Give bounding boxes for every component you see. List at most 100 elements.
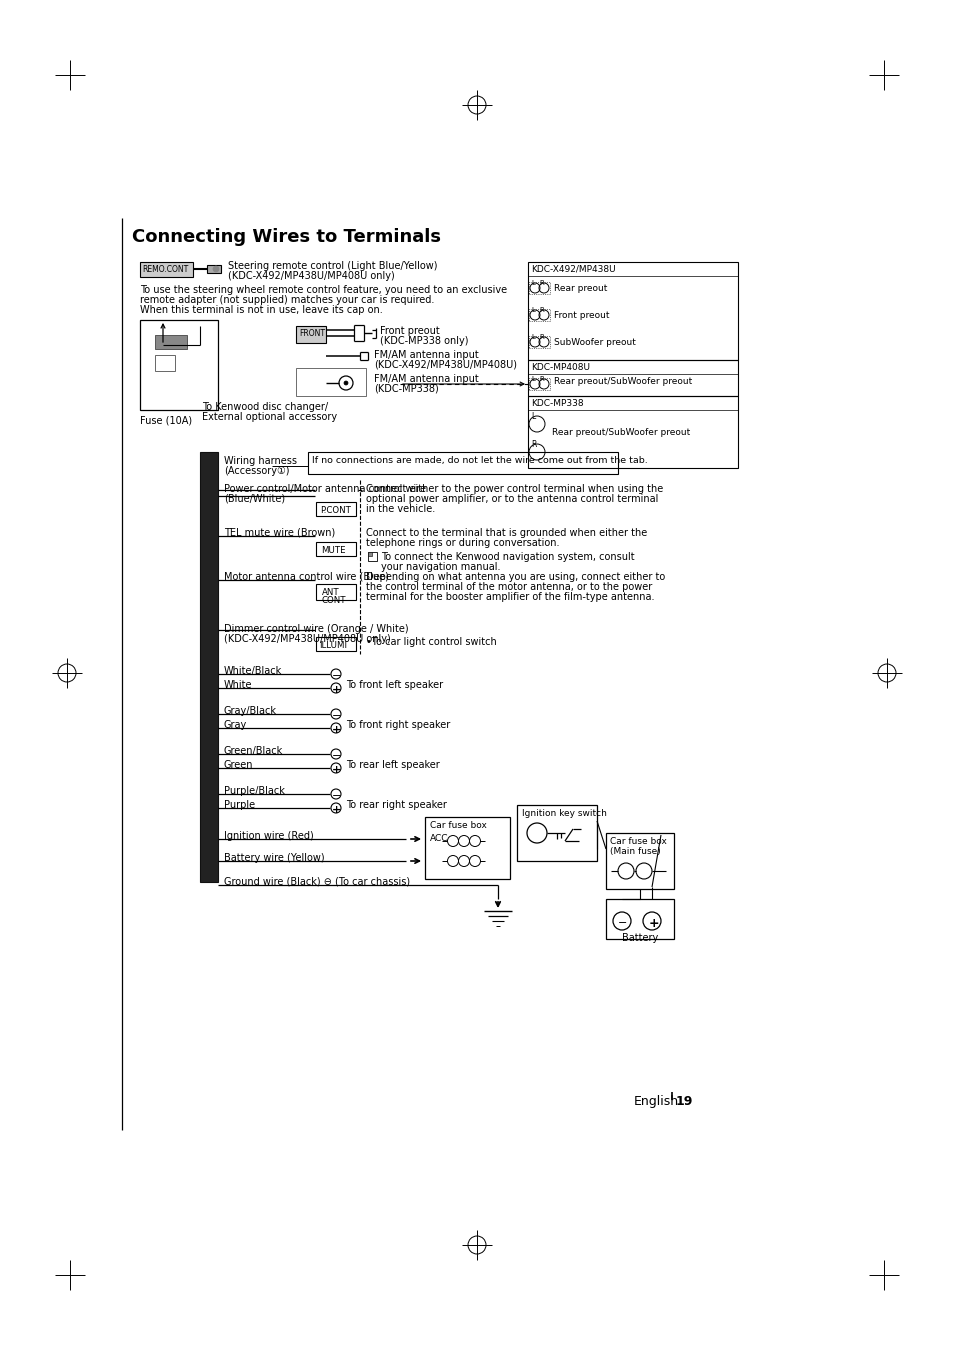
- Text: When this terminal is not in use, leave its cap on.: When this terminal is not in use, leave …: [140, 305, 382, 315]
- Text: R: R: [538, 279, 543, 286]
- Text: Purple/Black: Purple/Black: [224, 786, 285, 796]
- Text: FRONT: FRONT: [298, 329, 325, 338]
- Text: Power control/Motor antenna control wire: Power control/Motor antenna control wire: [224, 485, 426, 494]
- Text: Battery wire (Yellow): Battery wire (Yellow): [224, 853, 324, 863]
- Bar: [368, 552, 376, 562]
- Bar: [529, 309, 550, 321]
- Bar: [315, 541, 355, 556]
- Bar: [527, 360, 738, 396]
- Text: (Blue/White): (Blue/White): [224, 494, 285, 504]
- Text: To connect the Kenwood navigation system, consult: To connect the Kenwood navigation system…: [380, 552, 634, 562]
- Text: Rear preout/SubWoofer preout: Rear preout/SubWoofer preout: [552, 428, 690, 437]
- Text: To rear left speaker: To rear left speaker: [346, 760, 439, 770]
- Text: Car fuse box: Car fuse box: [609, 837, 666, 846]
- Text: White: White: [224, 680, 253, 690]
- Bar: [605, 833, 673, 890]
- Text: +: +: [648, 917, 659, 930]
- Text: FM/AM antenna input: FM/AM antenna input: [374, 350, 478, 360]
- Text: L: L: [531, 412, 535, 421]
- Bar: [517, 805, 597, 861]
- Text: If no connections are made, do not let the wire come out from the tab.: If no connections are made, do not let t…: [312, 456, 647, 464]
- Text: in the vehicle.: in the vehicle.: [366, 504, 435, 514]
- Text: Fuse (10A): Fuse (10A): [140, 416, 192, 427]
- Text: Battery: Battery: [621, 933, 658, 944]
- Text: your navigation manual.: your navigation manual.: [380, 562, 500, 572]
- Text: TEL mute wire (Brown): TEL mute wire (Brown): [224, 528, 335, 539]
- Text: •To car light control switch: •To car light control switch: [366, 637, 497, 647]
- Text: Depending on what antenna you are using, connect either to: Depending on what antenna you are using,…: [366, 572, 664, 582]
- Text: Rear preout/SubWoofer preout: Rear preout/SubWoofer preout: [554, 377, 692, 386]
- Text: KDC-X492/MP438U: KDC-X492/MP438U: [531, 265, 615, 274]
- Text: remote adapter (not supplied) matches your car is required.: remote adapter (not supplied) matches yo…: [140, 296, 434, 305]
- Text: +: +: [332, 765, 341, 775]
- Text: P.CONT: P.CONT: [319, 506, 351, 514]
- Text: +: +: [332, 805, 341, 815]
- Text: ILLUMI: ILLUMI: [318, 641, 347, 649]
- Bar: [140, 320, 218, 410]
- Text: Purple: Purple: [224, 801, 254, 810]
- Text: MUTE: MUTE: [320, 545, 345, 555]
- Text: R: R: [531, 440, 536, 450]
- Bar: [315, 585, 355, 599]
- Text: KDC-MP408U: KDC-MP408U: [531, 363, 589, 373]
- Bar: [605, 899, 673, 940]
- Text: 19: 19: [676, 1095, 693, 1108]
- Bar: [368, 552, 372, 556]
- Text: Ground wire (Black) ⊖ (To car chassis): Ground wire (Black) ⊖ (To car chassis): [224, 878, 410, 887]
- Bar: [154, 335, 187, 350]
- Text: Green/Black: Green/Black: [224, 747, 283, 756]
- Text: Wiring harness: Wiring harness: [224, 456, 296, 466]
- Text: English: English: [634, 1095, 679, 1108]
- Text: Rear preout: Rear preout: [554, 284, 607, 293]
- Circle shape: [213, 266, 219, 271]
- Text: Green: Green: [224, 760, 253, 770]
- Text: White/Black: White/Black: [224, 666, 282, 676]
- Text: ACC: ACC: [430, 834, 448, 842]
- Text: (KDC-X492/MP438U/MP408U only): (KDC-X492/MP438U/MP408U only): [228, 271, 395, 281]
- Text: terminal for the booster amplifier of the film-type antenna.: terminal for the booster amplifier of th…: [366, 593, 654, 602]
- Text: telephone rings or during conversation.: telephone rings or during conversation.: [366, 539, 558, 548]
- Text: Dimmer control wire (Orange / White): Dimmer control wire (Orange / White): [224, 624, 408, 634]
- Bar: [529, 336, 550, 348]
- Text: L: L: [531, 377, 535, 382]
- Text: ANT: ANT: [322, 589, 339, 597]
- Bar: [154, 355, 174, 371]
- Text: Front preout: Front preout: [379, 325, 439, 336]
- Text: optional power amplifier, or to the antenna control terminal: optional power amplifier, or to the ante…: [366, 494, 658, 504]
- Text: (KDC-MP338): (KDC-MP338): [374, 383, 438, 394]
- Bar: [315, 637, 355, 651]
- Text: −: −: [618, 918, 627, 927]
- Bar: [295, 325, 326, 343]
- Text: (Accessory①): (Accessory①): [224, 466, 289, 477]
- Text: To use the steering wheel remote control feature, you need to an exclusive: To use the steering wheel remote control…: [140, 285, 507, 296]
- Text: To front right speaker: To front right speaker: [346, 720, 450, 730]
- Text: To Kenwood disc changer/: To Kenwood disc changer/: [202, 402, 328, 412]
- Text: REMO.CONT: REMO.CONT: [142, 265, 188, 274]
- Text: +: +: [332, 684, 341, 695]
- Text: (KDC-X492/MP438U/MP408U only): (KDC-X492/MP438U/MP408U only): [224, 634, 391, 644]
- Text: −: −: [332, 671, 341, 680]
- Bar: [424, 817, 510, 879]
- Text: the control terminal of the motor antenna, or to the power: the control terminal of the motor antenn…: [366, 582, 652, 593]
- Text: SubWoofer preout: SubWoofer preout: [554, 338, 636, 347]
- Text: −: −: [332, 711, 341, 721]
- Text: External optional accessory: External optional accessory: [202, 412, 336, 423]
- Text: L: L: [531, 306, 535, 313]
- Text: −: −: [332, 791, 341, 801]
- Text: Gray: Gray: [224, 720, 247, 730]
- Text: Front preout: Front preout: [554, 310, 609, 320]
- Bar: [529, 282, 550, 294]
- Text: CONT: CONT: [322, 595, 346, 605]
- Text: Connect either to the power control terminal when using the: Connect either to the power control term…: [366, 485, 662, 494]
- Text: Ignition wire (Red): Ignition wire (Red): [224, 832, 314, 841]
- Circle shape: [344, 381, 348, 385]
- Text: Motor antenna control wire (Blue): Motor antenna control wire (Blue): [224, 572, 389, 582]
- Text: L: L: [531, 333, 535, 340]
- Bar: [315, 502, 355, 516]
- Text: (KDC-MP338 only): (KDC-MP338 only): [379, 336, 468, 346]
- Bar: [295, 369, 366, 396]
- Text: Connect to the terminal that is grounded when either the: Connect to the terminal that is grounded…: [366, 528, 646, 539]
- Text: +: +: [332, 725, 341, 734]
- Text: −: −: [332, 751, 341, 761]
- Text: FM/AM antenna input: FM/AM antenna input: [374, 374, 478, 383]
